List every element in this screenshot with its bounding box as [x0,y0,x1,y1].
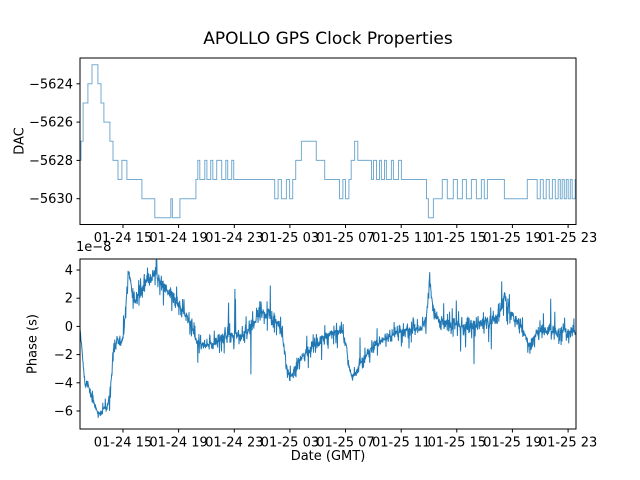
y-offset-label: 1e−8 [76,240,112,255]
axes-frame [79,57,577,225]
x-tick-label: 01-24 19 [149,436,207,451]
y-tick-label: −5626 [29,116,73,131]
y-tick-label: −4 [54,376,73,391]
x-tick-label: 01-25 03 [261,231,319,246]
y-tick-label: −5628 [29,154,73,169]
x-tick-label: 01-24 15 [94,231,152,246]
x-tick-label: 01-25 07 [316,231,374,246]
y-tick-label: −2 [54,348,73,363]
x-tick-label: 01-24 19 [149,231,207,246]
x-tick-label: 01-25 19 [483,436,541,451]
dac-series-line [80,64,576,219]
dac-y-axis-label: DAC [12,127,28,155]
phase-y-axis-label: Phase (s) [25,314,41,374]
y-tick-label: −5624 [29,77,73,92]
x-tick-label: 01-25 11 [372,436,430,451]
chart-title: APOLLO GPS Clock Properties [203,29,453,49]
y-tick-label: −6 [54,405,73,420]
x-tick-label: 01-24 23 [205,436,263,451]
x-tick-label: 01-24 15 [94,436,152,451]
x-tick-label: 01-25 03 [261,436,319,451]
x-tick-label: 01-25 19 [483,231,541,246]
axes-frame [79,258,577,430]
x-axis-label: Date (GMT) [290,449,366,464]
y-tick-label: 2 [65,292,73,307]
phase-series-line [79,259,577,418]
x-tick-label: 01-25 15 [428,436,486,451]
y-tick-label: 0 [65,320,73,335]
x-tick-label: 01-25 23 [539,231,597,246]
x-tick-label: 01-24 23 [205,231,263,246]
x-tick-label: 01-25 23 [539,436,597,451]
x-tick-label: 01-25 11 [372,231,430,246]
y-tick-label: −5630 [29,192,73,207]
x-tick-label: 01-25 15 [428,231,486,246]
y-tick-label: 4 [65,264,73,279]
x-tick-label: 01-25 07 [316,436,374,451]
